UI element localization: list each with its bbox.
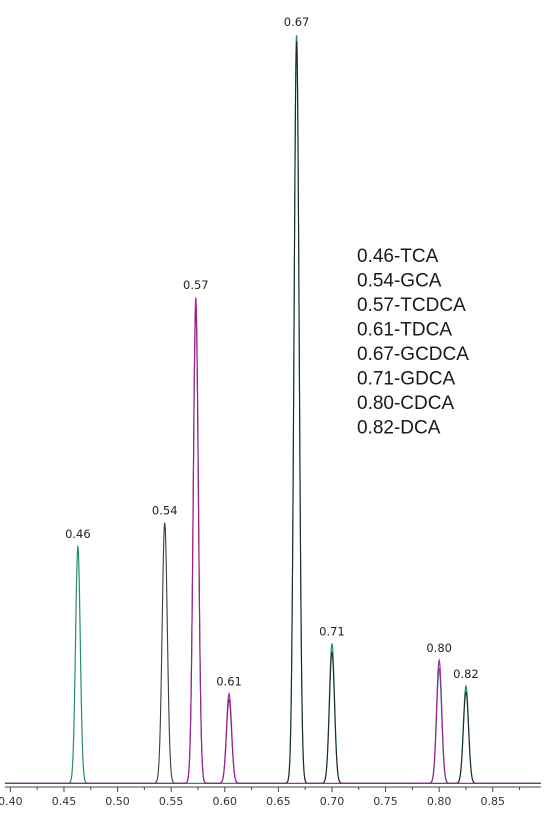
legend: 0.46-TCA 0.54-GCA 0.57-TCDCA 0.61-TDCA 0.67-…	[357, 246, 469, 439]
legend-entry: 0.80-CDCA	[357, 393, 454, 414]
legend-entry: 0.71-GDCA	[357, 369, 456, 390]
peak-label: 0.67	[284, 15, 310, 29]
x-tick-label: 0.65	[266, 795, 291, 808]
peak-label: 0.61	[216, 675, 242, 689]
x-tick-label: 0.50	[105, 795, 130, 808]
x-tick-label: 0.40	[0, 795, 23, 808]
legend-entry: 0.67-GCDCA	[357, 344, 469, 365]
peak-label: 0.54	[152, 504, 178, 518]
x-tick-label: 0.80	[427, 795, 452, 808]
x-tick-label: 0.70	[320, 795, 345, 808]
peak-labels: 0.46 0.54 0.57 0.61 0.67 0.71 0.800.82	[65, 15, 479, 689]
legend-entry: 0.54-GCA	[357, 271, 442, 292]
x-axis: 0.40 0.45 0.50 0.55 0.60 0.65 0.70 0.75 0.80 0.85	[0, 786, 541, 808]
peak-label: 0.82	[453, 667, 479, 681]
peak-label: 0.80	[426, 641, 452, 655]
trace-magenta	[5, 297, 541, 784]
legend-entry: 0.46-TCA	[357, 246, 439, 267]
legend-entry: 0.82-DCA	[357, 418, 441, 439]
peak-label: 0.46	[65, 527, 91, 541]
peak-label: 0.71	[319, 625, 345, 639]
x-tick-label: 0.60	[213, 795, 238, 808]
chromatogram-traces	[5, 35, 541, 784]
peak-label: 0.57	[183, 278, 209, 292]
x-tick-label: 0.75	[373, 795, 398, 808]
x-tick-label: 0.55	[159, 795, 184, 808]
legend-entry: 0.61-TDCA	[357, 320, 452, 341]
legend-entry: 0.57-TCDCA	[357, 295, 466, 316]
x-tick-label: 0.45	[52, 795, 77, 808]
x-tick-label: 0.85	[481, 795, 506, 808]
